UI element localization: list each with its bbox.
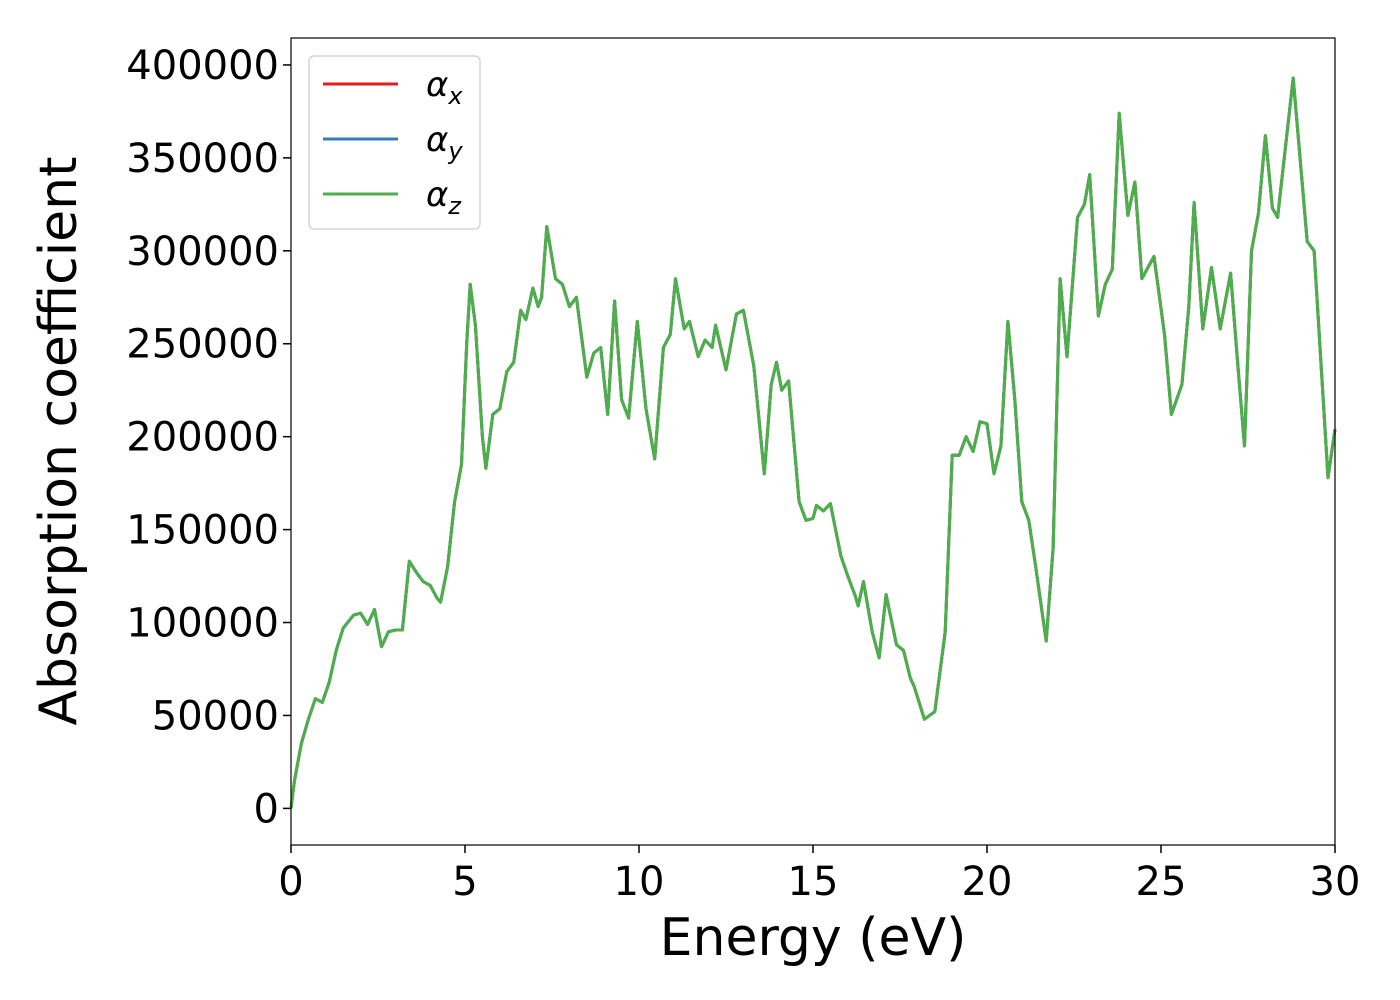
y-tick-label: 400000 — [126, 43, 279, 89]
x-axis-label: Energy (eV) — [660, 908, 967, 968]
y-tick-label: 100000 — [126, 601, 279, 647]
plot-frame — [290, 37, 1336, 846]
legend-label: αy — [426, 120, 463, 165]
legend-label: αz — [426, 175, 462, 220]
y-axis-label: Absorption coefficient — [29, 156, 89, 725]
x-tick-label: 20 — [962, 859, 1013, 905]
legend: αx αy αz — [308, 55, 481, 230]
x-tick-label: 15 — [788, 859, 839, 905]
x-tick-label: 30 — [1310, 859, 1361, 905]
x-tick-label: 25 — [1136, 859, 1187, 905]
y-tick-label: 300000 — [126, 229, 279, 275]
y-tick-label: 150000 — [126, 508, 279, 554]
y-tick-label: 350000 — [126, 136, 279, 182]
legend-box — [308, 55, 481, 230]
y-tick-label: 200000 — [126, 415, 279, 461]
y-tick-label: 250000 — [126, 322, 279, 368]
x-tick-label: 10 — [614, 859, 665, 905]
x-tick-label: 0 — [278, 859, 303, 905]
y-tick-label: 0 — [254, 786, 279, 832]
y-tick-label: 50000 — [152, 693, 279, 739]
legend-label: αx — [426, 65, 463, 110]
line-series — [289, 76, 1337, 809]
x-tick-label: 5 — [452, 859, 477, 905]
